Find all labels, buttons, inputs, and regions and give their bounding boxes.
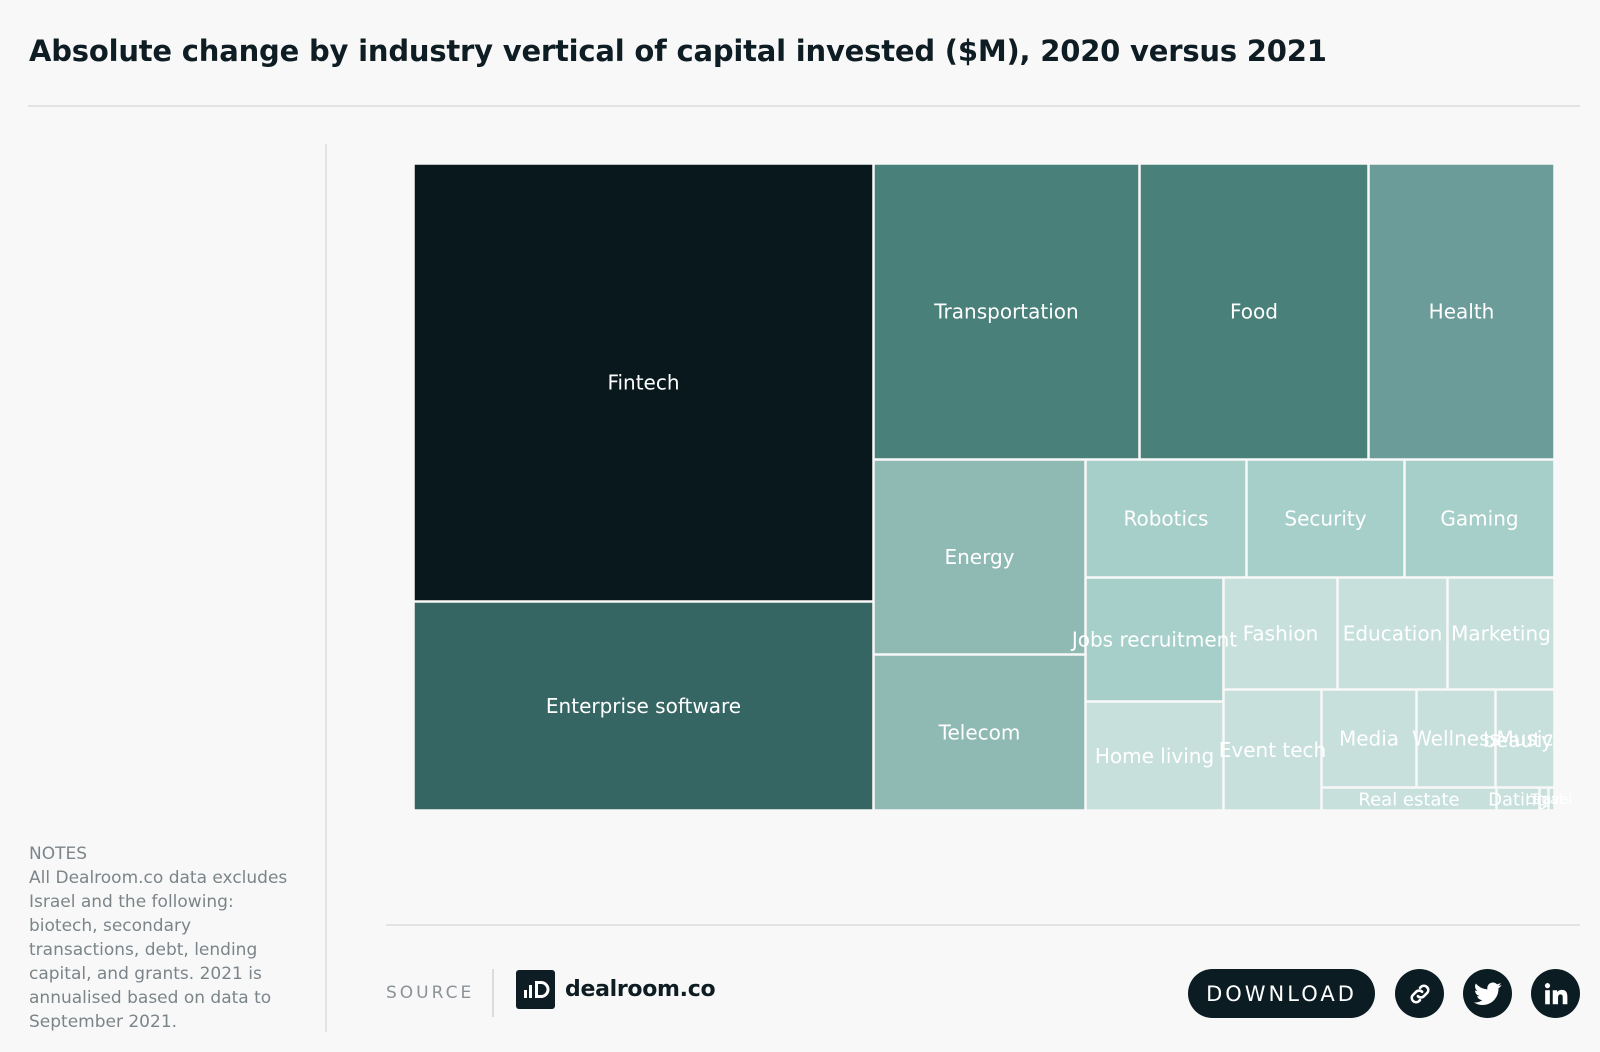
treemap-label-wellness: Wellness	[1412, 727, 1500, 751]
copy-link-button[interactable]	[1395, 969, 1444, 1018]
treemap-label-fashion: Fashion	[1243, 622, 1319, 646]
treemap-label-dating: Dating	[1488, 789, 1548, 810]
treemap-cell-home-living[interactable]	[1085, 701, 1224, 811]
treemap-label-travel: Travel	[1530, 792, 1573, 808]
treemap-cell-marketing[interactable]	[1447, 577, 1555, 690]
treemap-cell-media[interactable]	[1321, 689, 1417, 788]
treemap-label-transportation: Transportation	[933, 300, 1078, 324]
source-separator	[492, 969, 494, 1017]
linkedin-icon	[1543, 981, 1569, 1007]
treemap-cell-wellness[interactable]	[1416, 689, 1496, 788]
treemap-cell-dating[interactable]	[1496, 787, 1540, 811]
linkedin-share-button[interactable]	[1531, 969, 1580, 1018]
chart-title: Absolute change by industry vertical of …	[29, 34, 1327, 68]
link-icon	[1407, 981, 1433, 1007]
logo-text: dealroom.co	[565, 976, 716, 1002]
treemap-label-beauty: beauty	[1483, 728, 1553, 752]
treemap-cell-robotics[interactable]	[1085, 459, 1247, 578]
treemap-label-jobs-recruitment: Jobs recruitment	[1070, 628, 1237, 652]
notes-text: All Dealroom.co data excludes Israel and…	[29, 868, 288, 1032]
treemap-label-home-living: Home living	[1095, 744, 1214, 768]
treemap-cell-gaming[interactable]	[1404, 459, 1555, 578]
download-button[interactable]: DOWNLOAD	[1188, 969, 1375, 1018]
treemap-label-enterprise-software: Enterprise software	[546, 694, 741, 718]
notes-heading: NOTES	[29, 844, 88, 864]
treemap-label-robotics: Robotics	[1124, 507, 1209, 531]
treemap-label-legal: Legal	[1525, 792, 1563, 808]
treemap-cell-music[interactable]	[1495, 689, 1555, 788]
treemap-cell-travel[interactable]	[1548, 787, 1555, 811]
treemap-cell-transportation[interactable]	[873, 163, 1140, 460]
treemap-cell-fashion[interactable]	[1223, 577, 1338, 690]
twitter-share-button[interactable]	[1463, 969, 1512, 1018]
footer-divider	[386, 924, 1580, 926]
notes-panel: NOTES All Dealroom.co data excludes Isra…	[29, 842, 299, 1034]
treemap-cell-food[interactable]	[1139, 163, 1369, 460]
treemap-cell-enterprise-software[interactable]	[413, 601, 874, 811]
treemap-cell-telecom[interactable]	[873, 654, 1086, 811]
treemap-cell-real-estate[interactable]	[1321, 787, 1497, 811]
treemap-cell-jobs-recruitment[interactable]	[1085, 577, 1224, 702]
treemap-label-media: Media	[1339, 727, 1399, 751]
treemap-label-education: Education	[1343, 622, 1443, 646]
treemap-cell-fintech[interactable]	[413, 163, 874, 602]
treemap-label-event-tech: Event tech	[1219, 738, 1326, 762]
twitter-icon	[1473, 981, 1502, 1006]
treemap-cell-health[interactable]	[1368, 163, 1555, 460]
treemap-cell-legal[interactable]	[1539, 787, 1549, 811]
dealroom-logo[interactable]: dealroom.co	[516, 969, 716, 1009]
treemap-label-fintech: Fintech	[607, 371, 679, 395]
treemap-label-telecom: Telecom	[938, 721, 1021, 745]
source-label: SOURCE	[386, 983, 475, 1003]
treemap-cell-event-tech[interactable]	[1223, 689, 1322, 811]
treemap-label-real-estate: Real estate	[1358, 789, 1459, 810]
sidebar-divider	[325, 144, 327, 1032]
treemap-chart: Fintech Enterprise software Transportation…	[413, 163, 1573, 811]
treemap-cell-security[interactable]	[1246, 459, 1405, 578]
treemap-label-security: Security	[1284, 507, 1366, 531]
treemap-cell-education[interactable]	[1337, 577, 1448, 690]
title-divider	[28, 105, 1580, 107]
dealroom-logo-icon	[516, 969, 555, 1009]
treemap-label-food: Food	[1230, 300, 1278, 324]
treemap-label-energy: Energy	[944, 545, 1014, 569]
treemap-label-music: Music	[1497, 727, 1554, 751]
treemap-cell-energy[interactable]	[873, 459, 1086, 655]
treemap-label-gaming: Gaming	[1440, 507, 1518, 531]
treemap-label-health: Health	[1429, 300, 1495, 324]
treemap-label-marketing: Marketing	[1451, 622, 1551, 646]
